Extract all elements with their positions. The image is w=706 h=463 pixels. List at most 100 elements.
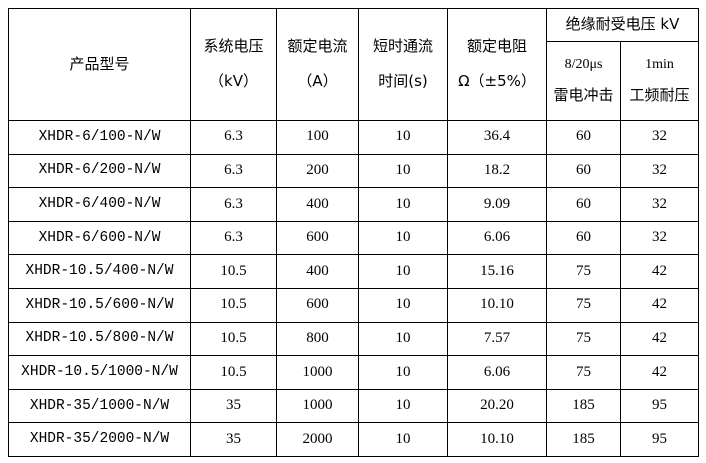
cell-rated-resistance: 36.4 <box>447 120 547 155</box>
header-system-voltage-line2: （kV） <box>209 72 258 90</box>
cell-rated-resistance: 18.2 <box>447 153 547 189</box>
header-lightning-impulse: 8/20μs 雷电冲击 <box>546 41 621 121</box>
cell-power-frequency: 42 <box>620 254 699 289</box>
header-rated-resistance-line1: 额定电阻 <box>466 37 527 56</box>
header-lightning-impulse-line2: 雷电冲击 <box>553 86 614 105</box>
header-system-voltage: 系统电压 （kV） <box>190 8 277 121</box>
cell-rated-current: 100 <box>276 120 359 155</box>
table-row: XHDR-6/400-N/W 6.3 400 10 9.09 60 32 <box>8 187 699 222</box>
cell-model: XHDR-6/200-N/W <box>8 153 191 189</box>
cell-rated-current: 1000 <box>276 388 359 424</box>
cell-short-time: 10 <box>358 388 448 424</box>
cell-lightning-impulse: 75 <box>546 321 621 357</box>
cell-system-voltage: 10.5 <box>190 287 277 323</box>
cell-rated-current: 600 <box>276 287 359 323</box>
header-rated-current-line2: （A） <box>297 72 338 90</box>
cell-rated-current: 400 <box>276 254 359 289</box>
cell-system-voltage: 6.3 <box>190 220 277 256</box>
cell-short-time: 10 <box>358 120 448 155</box>
cell-model: XHDR-35/1000-N/W <box>8 388 191 424</box>
header-short-time-current-line1: 短时通流 <box>372 37 433 56</box>
cell-system-voltage: 6.3 <box>190 120 277 155</box>
cell-short-time: 10 <box>358 153 448 189</box>
header-system-voltage-line1: 系统电压 <box>203 37 264 56</box>
cell-power-frequency: 42 <box>620 321 699 357</box>
cell-short-time: 10 <box>358 422 448 457</box>
cell-power-frequency: 95 <box>620 422 699 457</box>
cell-rated-resistance: 15.16 <box>447 254 547 289</box>
header-row-primary: 产品型号 系统电压 （kV） 额定电流 （A） 短时通流 <box>8 8 699 121</box>
cell-rated-current: 800 <box>276 321 359 357</box>
header-rated-resistance: 额定电阻 Ω（±5%） <box>447 8 547 121</box>
cell-system-voltage: 35 <box>190 388 277 424</box>
cell-rated-current: 1000 <box>276 355 359 390</box>
header-lightning-impulse-line1: 8/20μs <box>564 56 603 72</box>
cell-power-frequency: 32 <box>620 120 699 155</box>
cell-rated-current: 200 <box>276 153 359 189</box>
cell-lightning-impulse: 60 <box>546 153 621 189</box>
cell-model: XHDR-35/2000-N/W <box>8 422 191 457</box>
cell-rated-current: 400 <box>276 187 359 222</box>
cell-power-frequency: 95 <box>620 388 699 424</box>
table-row: XHDR-10.5/400-N/W 10.5 400 10 15.16 75 42 <box>8 254 699 289</box>
table-body: XHDR-6/100-N/W 6.3 100 10 36.4 60 32 XHDR-6/200… <box>8 120 699 457</box>
table-row: XHDR-35/2000-N/W 35 2000 10 10.10 185 95 <box>8 422 699 457</box>
cell-power-frequency: 32 <box>620 187 699 222</box>
specification-table: 产品型号 系统电压 （kV） 额定电流 （A） 短时通流 <box>8 8 699 457</box>
cell-lightning-impulse: 75 <box>546 254 621 289</box>
cell-lightning-impulse: 75 <box>546 355 621 390</box>
cell-short-time: 10 <box>358 287 448 323</box>
header-rated-current-line1: 额定电流 <box>287 37 348 56</box>
table-row: XHDR-6/200-N/W 6.3 200 10 18.2 60 32 <box>8 153 699 189</box>
cell-rated-resistance: 9.09 <box>447 187 547 222</box>
header-product-model-label: 产品型号 <box>69 54 130 73</box>
cell-short-time: 10 <box>358 220 448 256</box>
table-row: XHDR-6/100-N/W 6.3 100 10 36.4 60 32 <box>8 120 699 155</box>
cell-system-voltage: 6.3 <box>190 187 277 222</box>
header-power-frequency-line1: 1min <box>645 56 674 72</box>
cell-model: XHDR-10.5/800-N/W <box>8 321 191 357</box>
table-row: XHDR-6/600-N/W 6.3 600 10 6.06 60 32 <box>8 220 699 256</box>
table-header: 产品型号 系统电压 （kV） 额定电流 （A） 短时通流 <box>8 8 699 121</box>
header-short-time-current: 短时通流 时间(s) <box>358 8 448 121</box>
cell-rated-resistance: 7.57 <box>447 321 547 357</box>
header-power-frequency-withstand: 1min 工频耐压 <box>620 41 699 121</box>
header-insulation-withstand-voltage-group: 绝缘耐受电压 kV <box>546 8 699 42</box>
cell-model: XHDR-6/100-N/W <box>8 120 191 155</box>
table-row: XHDR-10.5/800-N/W 10.5 800 10 7.57 75 42 <box>8 321 699 357</box>
cell-model: XHDR-10.5/600-N/W <box>8 287 191 323</box>
cell-rated-resistance: 10.10 <box>447 422 547 457</box>
cell-short-time: 10 <box>358 254 448 289</box>
cell-model: XHDR-10.5/400-N/W <box>8 254 191 289</box>
cell-rated-resistance: 6.06 <box>447 220 547 256</box>
cell-lightning-impulse: 60 <box>546 187 621 222</box>
table-row: XHDR-10.5/1000-N/W 10.5 1000 10 6.06 75 42 <box>8 355 699 390</box>
cell-model: XHDR-10.5/1000-N/W <box>8 355 191 390</box>
cell-power-frequency: 32 <box>620 220 699 256</box>
cell-lightning-impulse: 60 <box>546 220 621 256</box>
cell-rated-current: 2000 <box>276 422 359 457</box>
cell-system-voltage: 10.5 <box>190 254 277 289</box>
cell-rated-resistance: 20.20 <box>447 388 547 424</box>
cell-rated-resistance: 6.06 <box>447 355 547 390</box>
cell-rated-resistance: 10.10 <box>447 287 547 323</box>
header-product-model: 产品型号 <box>8 8 191 121</box>
cell-model: XHDR-6/600-N/W <box>8 220 191 256</box>
cell-model: XHDR-6/400-N/W <box>8 187 191 222</box>
cell-lightning-impulse: 185 <box>546 388 621 424</box>
header-short-time-current-line2: 时间(s) <box>378 72 428 90</box>
cell-system-voltage: 10.5 <box>190 355 277 390</box>
header-power-frequency-line2: 工频耐压 <box>629 86 690 105</box>
cell-system-voltage: 35 <box>190 422 277 457</box>
cell-lightning-impulse: 60 <box>546 120 621 155</box>
header-insulation-withstand-voltage-label: 绝缘耐受电压 kV <box>565 14 680 33</box>
cell-short-time: 10 <box>358 187 448 222</box>
cell-system-voltage: 10.5 <box>190 321 277 357</box>
cell-power-frequency: 32 <box>620 153 699 189</box>
header-rated-current: 额定电流 （A） <box>276 8 359 121</box>
header-rated-resistance-line2: Ω（±5%） <box>458 72 536 90</box>
cell-system-voltage: 6.3 <box>190 153 277 189</box>
cell-short-time: 10 <box>358 321 448 357</box>
cell-power-frequency: 42 <box>620 287 699 323</box>
specification-table-container: 产品型号 系统电压 （kV） 额定电流 （A） 短时通流 <box>8 8 699 457</box>
